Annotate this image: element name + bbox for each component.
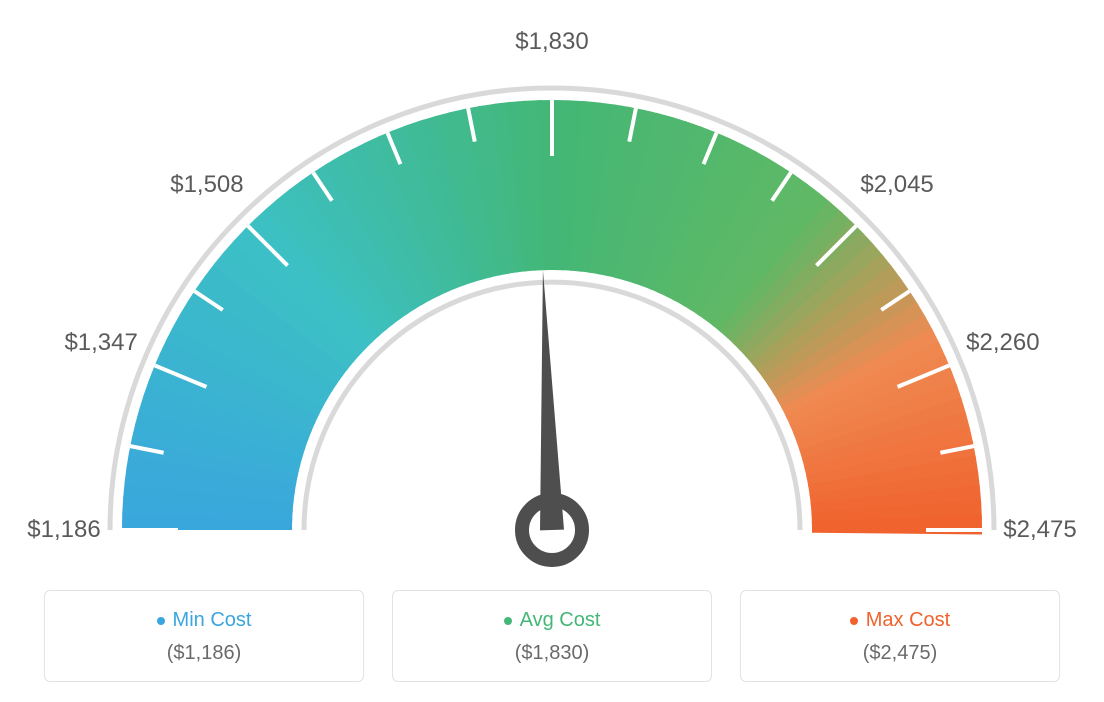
- gauge-tick-label: $1,830: [515, 28, 588, 56]
- gauge-tick-label: $1,508: [170, 171, 243, 199]
- legend-row: Min Cost ($1,186) Avg Cost ($1,830) Max …: [20, 590, 1084, 682]
- gauge-tick-label: $2,260: [966, 329, 1039, 357]
- gauge-tick-label: $2,475: [1003, 516, 1076, 544]
- dot-icon: [850, 617, 858, 625]
- legend-title-avg: Avg Cost: [393, 609, 711, 632]
- dot-icon: [157, 617, 165, 625]
- legend-title-max: Max Cost: [741, 609, 1059, 632]
- legend-title-text: Max Cost: [866, 609, 950, 631]
- legend-value-min: ($1,186): [45, 642, 363, 665]
- gauge-tick-label: $1,186: [27, 516, 100, 544]
- legend-value-max: ($2,475): [741, 642, 1059, 665]
- legend-value-avg: ($1,830): [393, 642, 711, 665]
- gauge-svg: [20, 20, 1084, 580]
- legend-card-min: Min Cost ($1,186): [44, 590, 364, 682]
- dot-icon: [504, 617, 512, 625]
- gauge-chart: $1,186 $1,347 $1,508 $1,830 $2,045 $2,260 $2,4…: [20, 20, 1084, 580]
- gauge-tick-label: $1,347: [64, 329, 137, 357]
- legend-card-avg: Avg Cost ($1,830): [392, 590, 712, 682]
- legend-title-text: Avg Cost: [520, 609, 601, 631]
- legend-title-min: Min Cost: [45, 609, 363, 632]
- gauge-tick-label: $2,045: [860, 171, 933, 199]
- legend-title-text: Min Cost: [173, 609, 252, 631]
- legend-card-max: Max Cost ($2,475): [740, 590, 1060, 682]
